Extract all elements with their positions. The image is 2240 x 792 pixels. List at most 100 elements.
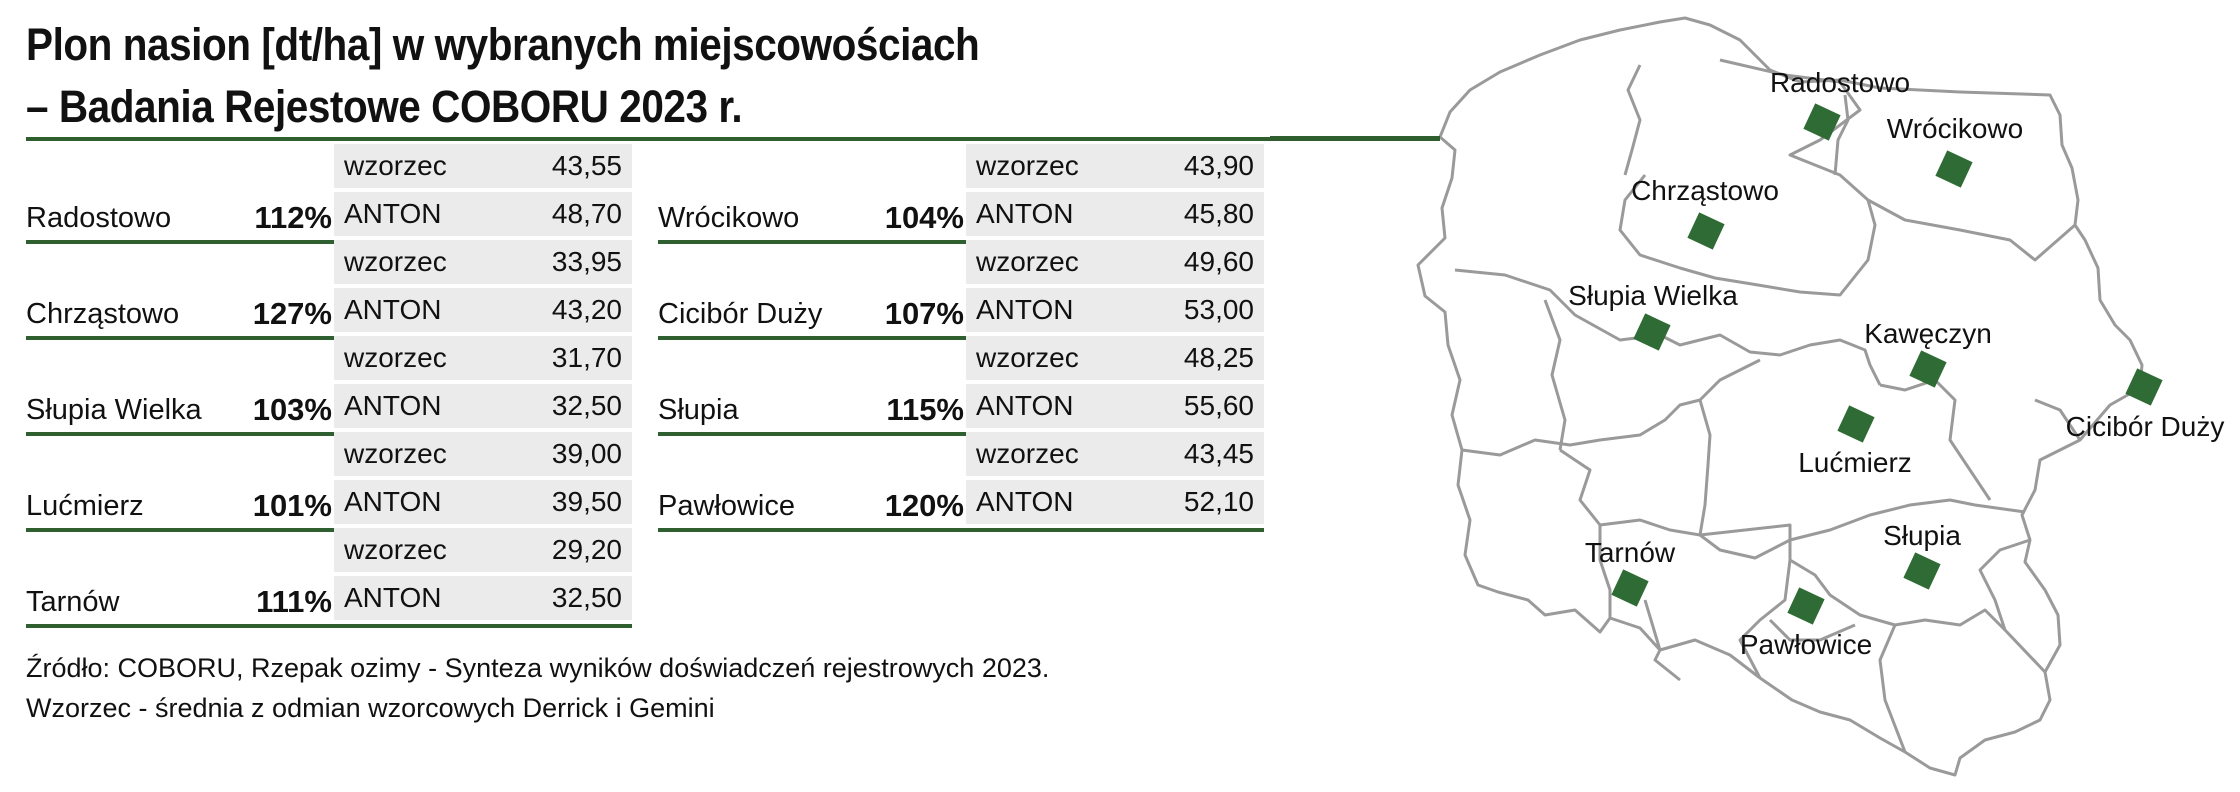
voivodeship-border [1878, 624, 1907, 753]
place-name: Słupia Wielka [26, 394, 202, 426]
voivodeship-border [1623, 64, 1642, 176]
voivodeship-border [1643, 599, 1681, 682]
table-row-lucmierz: Lućmierz 101% wzorzec 39,00 ANTON 39,50 [26, 432, 632, 532]
row-label: wzorzec [976, 342, 1079, 373]
variety-value: 32,50 [551, 390, 622, 421]
table-row-slupia: Słupia 115% wzorzec 48,25 ANTON 55,60 [658, 336, 1264, 436]
map-label-pawlowice: Pawłowice [1740, 629, 1872, 660]
table-row-chrzastowo: Chrząstowo 127% wzorzec 33,95 ANTON 43,20 [26, 240, 632, 340]
voivodeship-border [1699, 523, 1792, 679]
voivodeship-border [1879, 378, 1992, 501]
percent-value: 120% [884, 488, 964, 523]
percent-value: 107% [884, 296, 964, 331]
map-marker-tarnow [1611, 569, 1649, 607]
voivodeship-border [1768, 618, 1856, 642]
percent-value: 115% [886, 392, 964, 427]
variety-value: 43,20 [551, 294, 622, 325]
standard-value: 33,95 [551, 246, 622, 277]
map-marker-kaweczyn [1909, 350, 1947, 388]
row-label: ANTON [976, 390, 1074, 421]
row-label: wzorzec [344, 342, 447, 373]
voivodeship-border [1599, 518, 1701, 537]
row-label: ANTON [344, 582, 442, 613]
place-name: Lućmierz [26, 490, 144, 522]
voivodeship-border [1454, 268, 1882, 386]
table-row-pawlowice: Pawłowice 120% wzorzec 43,45 ANTON 52,10 [658, 432, 1264, 532]
standard-value: 43,90 [1183, 150, 1254, 181]
map-marker-lucmierz [1837, 405, 1875, 443]
row-label: wzorzec [344, 534, 447, 565]
map-label-chrzastowo: Chrząstowo [1631, 175, 1779, 206]
percent-value: 112% [254, 200, 332, 235]
row-label: ANTON [344, 198, 442, 229]
map-marker-slupia-wielka [1633, 313, 1671, 351]
map-marker-cicibor [2125, 368, 2163, 406]
row-label: ANTON [344, 390, 442, 421]
variety-row: ANTON 43,20 [334, 288, 632, 332]
table-row-wrocikowo: Wrócikowo 104% wzorzec 43,90 ANTON 45,80 [658, 144, 1264, 244]
row-label: ANTON [344, 486, 442, 517]
variety-row: ANTON 48,70 [334, 192, 632, 236]
percent-value: 103% [252, 392, 332, 427]
footnotes: Źródło: COBORU, Rzepak ozimy - Synteza w… [26, 648, 1049, 728]
place-name: Radostowo [26, 202, 172, 234]
map-label-cicibor: Cicibór Duży [2066, 411, 2225, 442]
standard-row: wzorzec 39,00 [334, 432, 632, 476]
percent-value: 127% [252, 296, 332, 331]
voivodeship-border [1698, 399, 2026, 560]
place-name: Pawłowice [658, 490, 795, 522]
standard-row: wzorzec 49,60 [966, 240, 1264, 284]
place-name: Chrząstowo [26, 298, 180, 330]
voivodeship-border [1618, 174, 1877, 297]
variety-value: 52,10 [1183, 486, 1254, 517]
voivodeship-border [1719, 58, 2076, 262]
voivodeship-border [1543, 299, 1567, 451]
source-note: Źródło: COBORU, Rzepak ozimy - Synteza w… [26, 653, 1050, 683]
map-marker-slupia [1903, 552, 1941, 590]
standard-value: 31,70 [551, 342, 622, 373]
row-label: wzorzec [976, 246, 1079, 277]
variety-value: 53,00 [1183, 294, 1254, 325]
place-name: Wrócikowo [658, 202, 800, 234]
standard-value: 48,25 [1183, 342, 1254, 373]
row-label: wzorzec [344, 150, 447, 181]
standard-row: wzorzec 43,90 [966, 144, 1264, 188]
row-label: wzorzec [976, 438, 1079, 469]
standard-row: wzorzec 43,55 [334, 144, 632, 188]
standard-value: 39,00 [551, 438, 622, 469]
map-marker-chrzastowo [1687, 212, 1725, 250]
variety-row: ANTON 53,00 [966, 288, 1264, 332]
percent-value: 101% [252, 488, 332, 523]
map-label-tarnow: Tarnów [1585, 537, 1676, 568]
voivodeship-border [1789, 558, 2007, 632]
voivodeship-border [1461, 358, 1761, 457]
standard-value: 29,20 [551, 534, 622, 565]
row-label: ANTON [976, 486, 1074, 517]
variety-value: 45,80 [1183, 198, 1254, 229]
variety-row: ANTON 55,60 [966, 384, 1264, 428]
percent-value: 111% [256, 584, 332, 619]
table-row-slupia-wielka: Słupia Wielka 103% wzorzec 31,70 ANTON 32,… [26, 336, 632, 436]
table-row-radostowo: Radostowo 112% wzorzec 43,55 ANTON 48,70 [26, 144, 632, 244]
map-label-slupia-wielka: Słupia Wielka [1568, 280, 1738, 311]
table-row-cicibor-duzy: Cicibór Duży 107% wzorzec 49,60 ANTON 53,0… [658, 240, 1264, 340]
standard-row: wzorzec 33,95 [334, 240, 632, 284]
variety-value: 32,50 [551, 582, 622, 613]
standard-value: 43,45 [1183, 438, 1254, 469]
map-label-lucmierz: Lućmierz [1798, 447, 1912, 478]
row-label: ANTON [344, 294, 442, 325]
standard-row: wzorzec 31,70 [334, 336, 632, 380]
variety-value: 55,60 [1183, 390, 1254, 421]
map-marker-radostowo [1803, 103, 1841, 141]
standard-value: 43,55 [551, 150, 622, 181]
title-line-2: – Badania Rejestowe COBORU 2023 r. [26, 81, 743, 132]
row-label: ANTON [976, 198, 1074, 229]
place-name: Cicibór Duży [658, 298, 823, 330]
voivodeship-border [2034, 398, 2082, 441]
map-marker-wrocikowo [1935, 150, 1973, 188]
variety-row: ANTON 39,50 [334, 480, 632, 524]
place-name: Tarnów [26, 586, 120, 618]
variety-row: ANTON 32,50 [334, 384, 632, 428]
row-label: wzorzec [344, 438, 447, 469]
